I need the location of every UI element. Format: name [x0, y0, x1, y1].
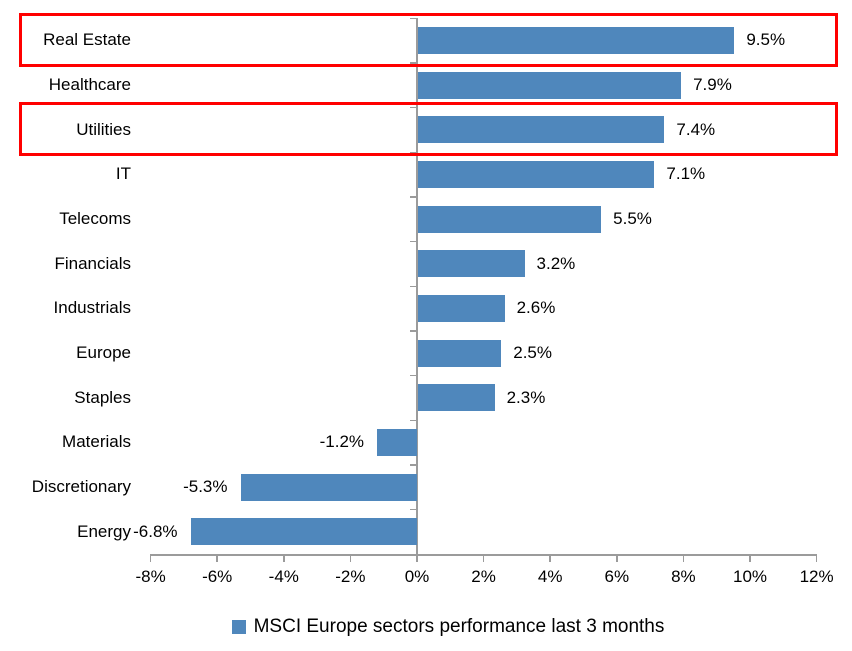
x-axis-tick	[616, 554, 618, 562]
x-axis-tick	[482, 554, 485, 562]
bar	[418, 384, 495, 412]
y-axis-tick	[410, 374, 416, 377]
category-label: Financials	[54, 253, 131, 273]
bar	[377, 428, 417, 456]
bar	[418, 71, 682, 99]
value-label: 3.2%	[536, 253, 576, 273]
category-label: Staples	[74, 387, 131, 407]
x-axis-tick	[216, 554, 218, 562]
category-label: Healthcare	[48, 75, 131, 94]
x-axis-tick-label: 2%	[471, 567, 496, 586]
y-axis-tick	[410, 240, 416, 243]
category-label: Industrials	[53, 298, 131, 318]
legend-swatch-icon	[231, 620, 246, 634]
category-label: Europe	[76, 343, 131, 362]
value-label: 2.5%	[513, 343, 552, 362]
x-axis-tick	[749, 554, 751, 562]
value-label: 7.9%	[693, 75, 732, 94]
y-axis-line	[416, 18, 418, 554]
bar	[418, 294, 505, 322]
bar	[240, 473, 417, 501]
legend-label: MSCI Europe sectors performance last 3 m…	[253, 616, 665, 637]
y-axis-tick	[410, 285, 416, 287]
value-label: 2.6%	[516, 298, 556, 318]
bar	[190, 518, 417, 546]
category-label: IT	[115, 164, 131, 184]
value-label: 7.1%	[666, 164, 706, 184]
y-axis-tick	[410, 17, 416, 19]
y-axis-tick	[410, 196, 416, 198]
bar	[418, 250, 525, 278]
x-axis-tick	[815, 554, 818, 562]
x-axis-tick	[549, 554, 551, 562]
y-axis-tick	[410, 508, 416, 511]
x-axis-tick	[149, 554, 152, 562]
x-axis-tick-label: -6%	[202, 567, 233, 586]
x-axis-tick-label: -8%	[135, 567, 166, 586]
x-axis-tick-label: 10%	[732, 567, 768, 586]
value-label: -5.3%	[183, 477, 228, 496]
x-axis-tick-label: -4%	[268, 567, 299, 586]
bar	[418, 116, 665, 144]
x-axis-tick-label: 8%	[671, 567, 696, 586]
y-axis-tick	[410, 330, 416, 332]
x-axis-tick-label: 12%	[799, 567, 834, 586]
x-axis-tick-label: 4%	[537, 567, 563, 586]
bar	[418, 26, 735, 54]
category-label: Telecoms	[59, 209, 131, 228]
category-label: Discretionary	[31, 477, 131, 496]
category-label: Energy	[77, 521, 131, 541]
y-axis-tick	[410, 151, 416, 153]
bar	[418, 160, 655, 188]
x-axis-tick	[349, 554, 352, 562]
x-axis-tick-label: -2%	[335, 567, 366, 586]
value-label: 7.4%	[676, 119, 716, 139]
value-label: 5.5%	[613, 209, 652, 228]
y-axis-tick	[410, 106, 416, 109]
category-label: Real Estate	[43, 30, 131, 50]
bar	[418, 205, 602, 233]
value-label: 9.5%	[746, 30, 786, 50]
legend: MSCI Europe sectors performance last 3 m…	[0, 613, 852, 641]
x-axis-tick	[283, 554, 285, 562]
x-axis-tick	[416, 554, 418, 562]
highlight-box	[19, 12, 838, 68]
x-axis-tick-label: 0%	[404, 567, 430, 586]
bar	[418, 339, 502, 367]
y-axis-tick	[410, 464, 416, 466]
y-axis-tick	[410, 419, 416, 421]
highlight-box	[19, 101, 838, 157]
value-label: -1.2%	[319, 432, 365, 452]
category-label: Utilities	[76, 119, 131, 139]
value-label: 2.3%	[506, 387, 546, 407]
x-axis-tick-label: 6%	[604, 567, 630, 586]
value-label: -6.8%	[133, 521, 178, 541]
y-axis-tick	[410, 62, 416, 64]
category-label: Materials	[62, 432, 131, 452]
x-axis-tick	[682, 554, 685, 562]
